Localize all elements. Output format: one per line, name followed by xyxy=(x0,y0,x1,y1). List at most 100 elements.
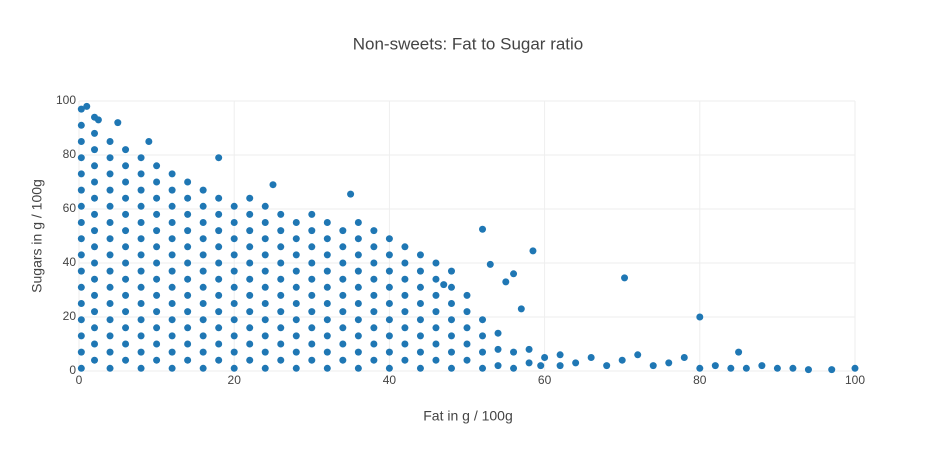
point xyxy=(106,186,114,194)
point xyxy=(106,154,114,162)
point xyxy=(537,362,545,370)
point xyxy=(91,243,99,251)
point xyxy=(277,243,285,251)
point xyxy=(308,259,316,267)
point xyxy=(432,324,440,332)
point xyxy=(246,243,254,251)
point xyxy=(137,316,145,324)
point xyxy=(94,116,102,124)
point xyxy=(277,291,285,299)
point xyxy=(215,324,223,332)
point xyxy=(168,300,176,307)
point xyxy=(479,316,487,324)
point xyxy=(184,243,192,251)
point xyxy=(308,275,316,283)
point xyxy=(339,356,347,364)
point xyxy=(91,129,99,137)
point xyxy=(370,291,378,299)
point xyxy=(261,332,269,340)
point xyxy=(680,354,688,361)
point xyxy=(215,227,223,235)
point xyxy=(184,178,192,186)
point xyxy=(696,313,704,321)
point xyxy=(168,316,176,324)
point xyxy=(401,243,409,251)
point xyxy=(137,300,145,307)
point xyxy=(106,332,114,340)
point xyxy=(370,227,378,235)
point xyxy=(323,235,331,243)
point xyxy=(370,259,378,267)
point xyxy=(145,138,153,145)
point xyxy=(168,332,176,340)
point xyxy=(122,243,130,251)
point xyxy=(463,356,471,364)
point xyxy=(292,219,300,226)
point xyxy=(416,332,424,340)
point xyxy=(339,243,347,251)
point xyxy=(77,267,85,275)
point xyxy=(556,351,564,359)
x-tick-label: 0 xyxy=(76,373,83,387)
point xyxy=(199,300,207,307)
point xyxy=(77,251,85,259)
point xyxy=(463,291,471,299)
point xyxy=(106,348,114,356)
point xyxy=(401,324,409,332)
point xyxy=(665,359,673,367)
point xyxy=(529,247,537,255)
point xyxy=(137,235,145,243)
point xyxy=(432,356,440,364)
point xyxy=(153,227,161,235)
point xyxy=(106,251,114,259)
point xyxy=(401,356,409,364)
point xyxy=(122,162,130,170)
point xyxy=(541,354,549,361)
point xyxy=(199,267,207,275)
point xyxy=(106,300,114,307)
point xyxy=(246,308,254,316)
point xyxy=(184,210,192,218)
point xyxy=(416,364,424,372)
point xyxy=(711,362,719,370)
point xyxy=(168,170,176,178)
point xyxy=(91,259,99,267)
point xyxy=(510,270,518,278)
point xyxy=(354,219,362,226)
point xyxy=(696,364,704,372)
point xyxy=(230,283,238,291)
point xyxy=(603,362,611,370)
point xyxy=(773,364,781,372)
point xyxy=(510,348,518,356)
point xyxy=(215,291,223,299)
point xyxy=(137,219,145,226)
point xyxy=(153,243,161,251)
point xyxy=(230,316,238,324)
point xyxy=(153,291,161,299)
point xyxy=(199,202,207,210)
point xyxy=(122,210,130,218)
point xyxy=(277,324,285,332)
point xyxy=(153,340,161,348)
point xyxy=(77,364,85,372)
point xyxy=(199,283,207,291)
point xyxy=(77,219,85,226)
point xyxy=(184,291,192,299)
point xyxy=(246,210,254,218)
point xyxy=(370,324,378,332)
point xyxy=(828,366,836,374)
point xyxy=(308,210,316,218)
point xyxy=(106,316,114,324)
point xyxy=(215,308,223,316)
point xyxy=(727,364,735,372)
point xyxy=(153,210,161,218)
point xyxy=(416,251,424,259)
point xyxy=(230,348,238,356)
point xyxy=(106,364,114,372)
point xyxy=(292,316,300,324)
point xyxy=(77,348,85,356)
point xyxy=(199,332,207,340)
point xyxy=(308,340,316,348)
point xyxy=(246,275,254,283)
point xyxy=(323,251,331,259)
